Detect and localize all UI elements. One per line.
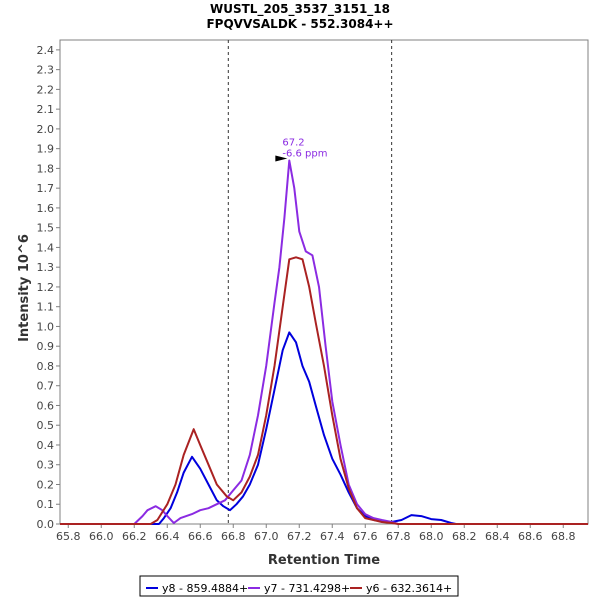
- y-tick-label: 2.0: [37, 123, 55, 136]
- y-tick-label: 0.9: [37, 340, 55, 353]
- y-tick-label: 0.1: [37, 498, 55, 511]
- peak-ppm-label: -6.6 ppm: [282, 149, 327, 160]
- peak-marker-arrow: [275, 155, 288, 162]
- y-tick-label: 2.1: [37, 103, 55, 116]
- x-tick-label: 68.2: [452, 530, 477, 543]
- peak-retention-label: 67.2: [282, 138, 304, 149]
- x-tick-label: 67.8: [386, 530, 411, 543]
- y-tick-label: 2.2: [37, 83, 55, 96]
- chart-title: WUSTL_205_3537_3151_18: [210, 2, 390, 17]
- y-tick-label: 0.0: [37, 518, 55, 531]
- y-tick-label: 1.8: [37, 162, 55, 175]
- x-tick-label: 67.6: [353, 530, 378, 543]
- peak-annotation: 67.2-6.6 ppm: [275, 138, 327, 162]
- y-axis-label: Intensity 10^6: [17, 234, 32, 342]
- y-tick-label: 0.7: [37, 380, 55, 393]
- legend-label: y8 - 859.4884+: [162, 582, 248, 595]
- legend-box: [139, 575, 459, 597]
- y-tick-label: 1.5: [37, 222, 55, 235]
- x-axis: 65.8 66.0 66.2 66.4 66.6 66.8 67.0 67.2 67.4 67.6…: [56, 524, 576, 543]
- y-tick-label: 2.4: [37, 44, 55, 57]
- x-tick-label: 68.6: [518, 530, 543, 543]
- y-tick-label: 0.4: [37, 439, 55, 452]
- y-tick-label: 0.3: [37, 459, 55, 472]
- y-tick-label: 0.6: [37, 399, 55, 412]
- x-tick-label: 68.4: [485, 530, 510, 543]
- y-tick-label: 0.5: [37, 419, 55, 432]
- plot-area: [59, 39, 589, 525]
- legend: y8 - 859.4884+ y7 - 731.4298+ y6 - 632.361…: [139, 575, 459, 597]
- x-tick-label: 68.8: [551, 530, 576, 543]
- x-tick-label: 66.2: [122, 530, 147, 543]
- y-tick-label: 0.8: [37, 360, 55, 373]
- legend-label: y6 - 632.3614+: [366, 582, 452, 595]
- y-axis: 0.0 0.1 0.2 0.3 0.4 0.5 0.6 0.7 0.8 0.9 1.0 1.1 1.2 1…: [37, 44, 60, 531]
- x-axis-label: Retention Time: [268, 553, 380, 568]
- x-tick-label: 68.0: [419, 530, 444, 543]
- x-tick-label: 67.4: [320, 530, 345, 543]
- series-line-3: [60, 256, 588, 525]
- y-tick-label: 1.3: [37, 261, 55, 274]
- x-tick-label: 65.8: [56, 530, 81, 543]
- series-line-1: [60, 331, 588, 525]
- y-tick-label: 1.0: [37, 320, 55, 333]
- x-tick-label: 66.8: [221, 530, 246, 543]
- chart-subtitle: FPQVVSALDK - 552.3084++: [206, 17, 393, 31]
- x-tick-label: 67.2: [287, 530, 312, 543]
- y-tick-label: 1.9: [37, 143, 55, 156]
- series-lines: [60, 159, 588, 525]
- y-tick-label: 0.2: [37, 478, 55, 491]
- x-tick-label: 66.6: [188, 530, 213, 543]
- peak-boundaries: [227, 40, 393, 524]
- x-tick-label: 66.0: [89, 530, 114, 543]
- series-line-2: [60, 159, 588, 525]
- y-tick-label: 1.2: [37, 281, 55, 294]
- y-tick-label: 1.4: [37, 241, 55, 254]
- x-tick-label: 66.4: [155, 530, 180, 543]
- legend-label: y7 - 731.4298+: [264, 582, 350, 595]
- y-tick-label: 1.7: [37, 182, 55, 195]
- y-tick-label: 1.6: [37, 202, 55, 215]
- x-tick-label: 67.0: [254, 530, 279, 543]
- y-tick-label: 2.3: [37, 64, 55, 77]
- y-tick-label: 1.1: [37, 301, 55, 314]
